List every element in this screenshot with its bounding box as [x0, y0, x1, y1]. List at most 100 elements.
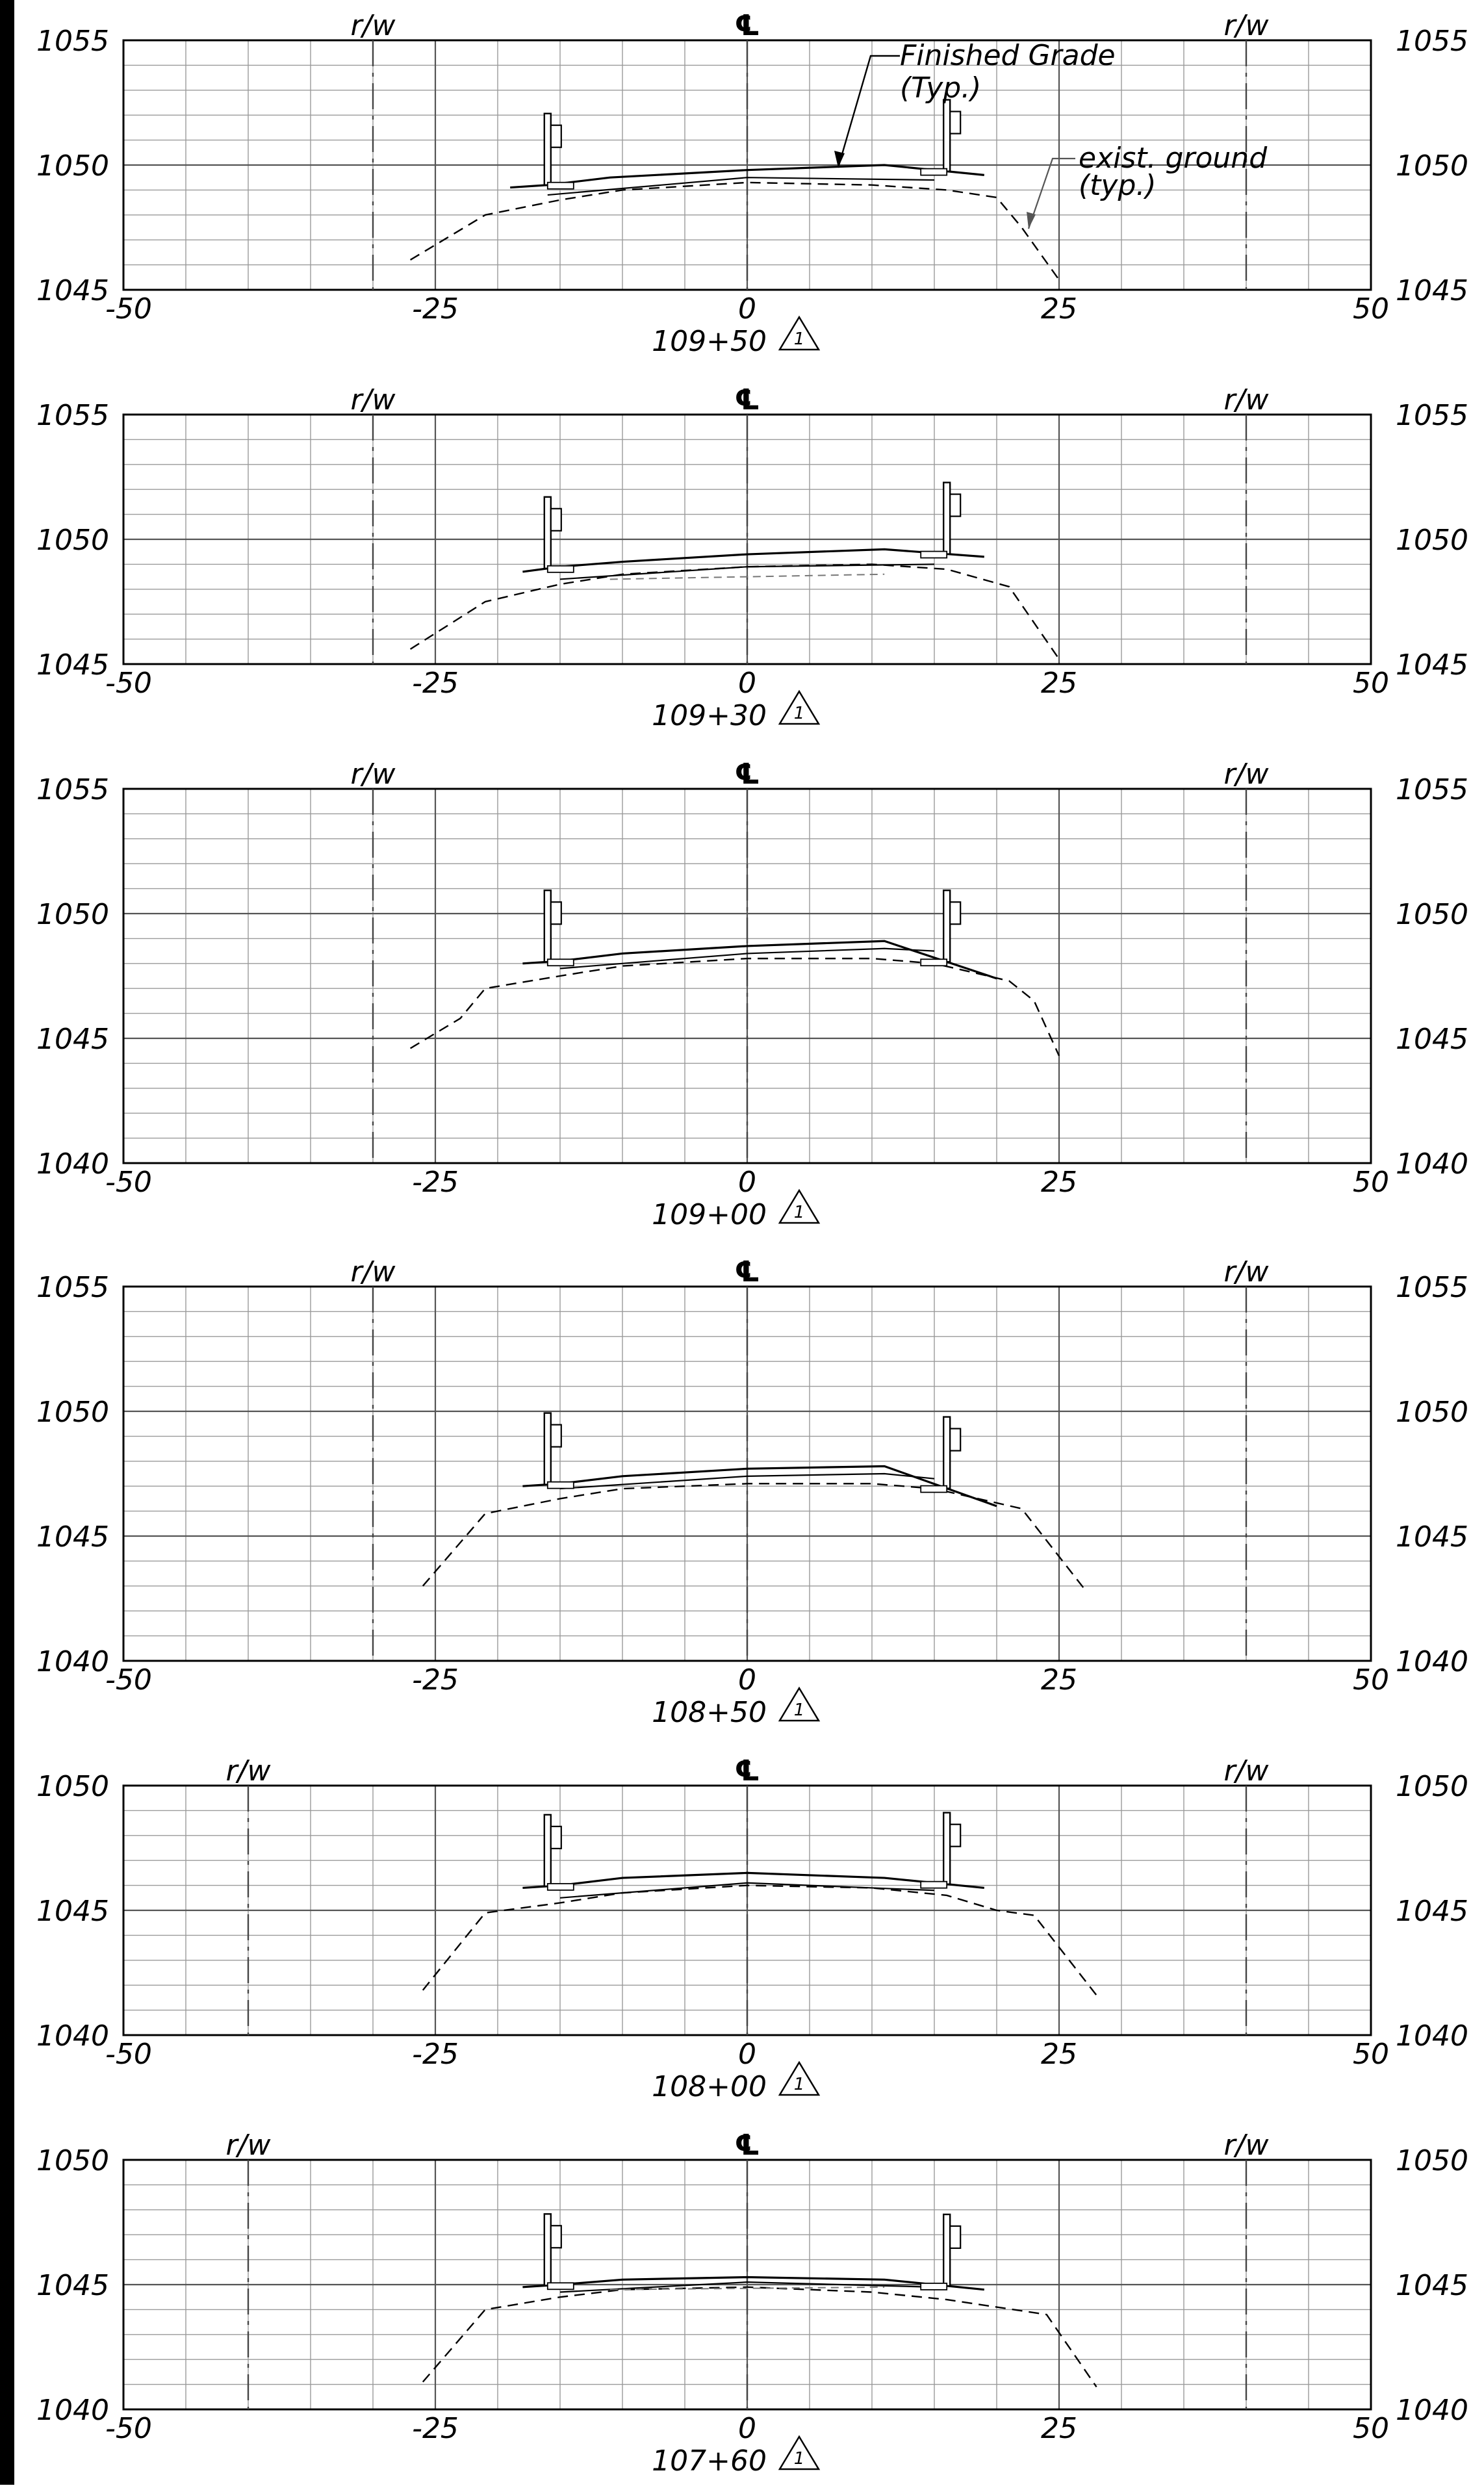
guardrail-post-icon — [543, 1412, 552, 1485]
elevation-label-right: 1045 — [1396, 1520, 1468, 1554]
finished-grade-line — [522, 548, 984, 573]
station-label: 109+00 — [652, 1198, 767, 1231]
elevation-label-right: 1055 — [1396, 399, 1468, 432]
guardrail-pad — [920, 168, 948, 176]
elevation-label-right: 1050 — [1396, 2144, 1468, 2177]
guardrail-pad — [920, 2283, 948, 2290]
existing-ground-line — [422, 2286, 1097, 2388]
offset-tick-label: 50 — [1353, 2412, 1389, 2445]
exist-ground-leader — [1027, 157, 1075, 229]
elevation-label-right: 1040 — [1396, 2020, 1468, 2053]
elevation-label-right: 1045 — [1396, 1023, 1468, 1056]
offset-tick-label: 0 — [738, 667, 756, 700]
guardrail-pad — [546, 958, 574, 967]
guardrail-beam-icon — [550, 507, 562, 532]
guardrail-post-icon — [543, 496, 552, 569]
revision-triangle-icon — [778, 689, 821, 725]
guardrail-post-icon — [543, 890, 552, 963]
centerline-symbol: ℄ — [734, 1255, 760, 1289]
guardrail-post-icon — [942, 2213, 951, 2287]
elevation-label-right: 1050 — [1396, 1396, 1468, 1429]
existing-ground-line — [409, 181, 1060, 281]
guardrail-beam-icon — [550, 1825, 562, 1849]
offset-tick-label: -50 — [105, 667, 152, 700]
station-label: 109+50 — [652, 325, 767, 358]
existing-pavement-line — [609, 2286, 885, 2290]
offset-tick-label: 25 — [1041, 2412, 1077, 2445]
elevation-label-right: 1045 — [1396, 2269, 1468, 2302]
elevation-label-left: 1050 — [36, 898, 109, 931]
centerline-symbol: ℄ — [734, 758, 760, 791]
offset-tick-label: -50 — [105, 292, 152, 326]
elevation-label-right: 1045 — [1396, 274, 1468, 307]
elevation-label-left: 1050 — [36, 1770, 109, 1803]
elevation-label-right: 1045 — [1396, 648, 1468, 682]
elevation-label-left: 1055 — [36, 25, 109, 58]
revision-triangle-icon — [778, 2060, 821, 2096]
elevation-label-left: 1055 — [36, 1271, 109, 1304]
offset-tick-label: 25 — [1041, 1663, 1077, 1697]
elevation-label-right: 1050 — [1396, 149, 1468, 183]
offset-tick-label: 0 — [738, 2038, 756, 2071]
centerline-symbol: ℄ — [734, 1754, 760, 1788]
guardrail-pad — [546, 565, 574, 573]
elevation-label-left: 1050 — [36, 1396, 109, 1429]
elevation-label-left: 1055 — [36, 399, 109, 432]
offset-tick-label: 0 — [738, 1166, 756, 1199]
sheet-border-bar — [0, 0, 14, 2485]
offset-tick-label: 0 — [738, 292, 756, 326]
offset-tick-label: 25 — [1041, 2038, 1077, 2071]
finished-grade-arrow-icon — [834, 151, 845, 168]
guardrail-beam-icon — [949, 493, 962, 517]
station-label: 108+50 — [652, 1696, 767, 1729]
offset-tick-label: -25 — [412, 2038, 459, 2071]
exist-ground-arrow-icon — [1027, 212, 1036, 229]
guardrail-beam-icon — [949, 1823, 962, 1847]
finished-grade-line — [510, 164, 984, 189]
elevation-label-left: 1045 — [36, 274, 109, 307]
elevation-label-left: 1045 — [36, 1520, 109, 1554]
elevation-label-right: 1050 — [1396, 898, 1468, 931]
guardrail-post-icon — [543, 1814, 552, 1888]
offset-tick-label: -50 — [105, 1663, 152, 1697]
guardrail-pad — [546, 1882, 574, 1891]
subgrade-line — [559, 1472, 935, 1490]
guardrail-post-icon — [942, 99, 951, 172]
guardrail-pad — [920, 958, 948, 967]
guardrail-post-icon — [543, 2213, 552, 2287]
guardrail-beam-icon — [550, 2225, 562, 2249]
revision-triangle-icon — [778, 1686, 821, 1722]
guardrail-pad — [546, 1481, 574, 1489]
elevation-label-right: 1040 — [1396, 1645, 1468, 1678]
rw-label: r/w — [1224, 1255, 1270, 1289]
elevation-label-right: 1055 — [1396, 1271, 1468, 1304]
elevation-label-right: 1045 — [1396, 1895, 1468, 1928]
rw-label: r/w — [1224, 1754, 1270, 1788]
cross-section-107-60: r/w r/w ℄ 1040 1040 1045 1045 1050 1050 -50 -25 0 25… — [36, 2129, 1468, 2478]
subgrade-line — [559, 947, 935, 969]
offset-tick-label: -50 — [105, 2412, 152, 2445]
revision-number: 1 — [794, 2075, 805, 2094]
cross-section-108-00: r/w r/w ℄ 1040 1040 1045 1045 1050 1050 -50 -25 0 25… — [36, 1754, 1468, 2103]
guardrail-pad — [546, 181, 574, 190]
centerline-symbol: ℄ — [734, 2129, 760, 2162]
elevation-label-left: 1045 — [36, 648, 109, 682]
existing-pavement-line — [609, 573, 885, 580]
revision-number: 1 — [794, 329, 805, 349]
rw-label: r/w — [351, 9, 396, 42]
elevation-label-right: 1055 — [1396, 25, 1468, 58]
existing-ground-line — [409, 957, 1060, 1057]
guardrail-pad — [920, 550, 948, 559]
guardrail-beam-icon — [949, 110, 962, 135]
elevation-label-left: 1055 — [36, 773, 109, 806]
elevation-label-left: 1050 — [36, 524, 109, 557]
elevation-label-right: 1050 — [1396, 524, 1468, 557]
elevation-label-left: 1045 — [36, 1023, 109, 1056]
finished-grade-annotation: Finished Grade — [900, 39, 1116, 72]
rw-label: r/w — [1224, 758, 1270, 791]
centerline-symbol: ℄ — [734, 383, 760, 417]
guardrail-pad — [920, 1485, 948, 1493]
elevation-label-right: 1040 — [1396, 1148, 1468, 1181]
